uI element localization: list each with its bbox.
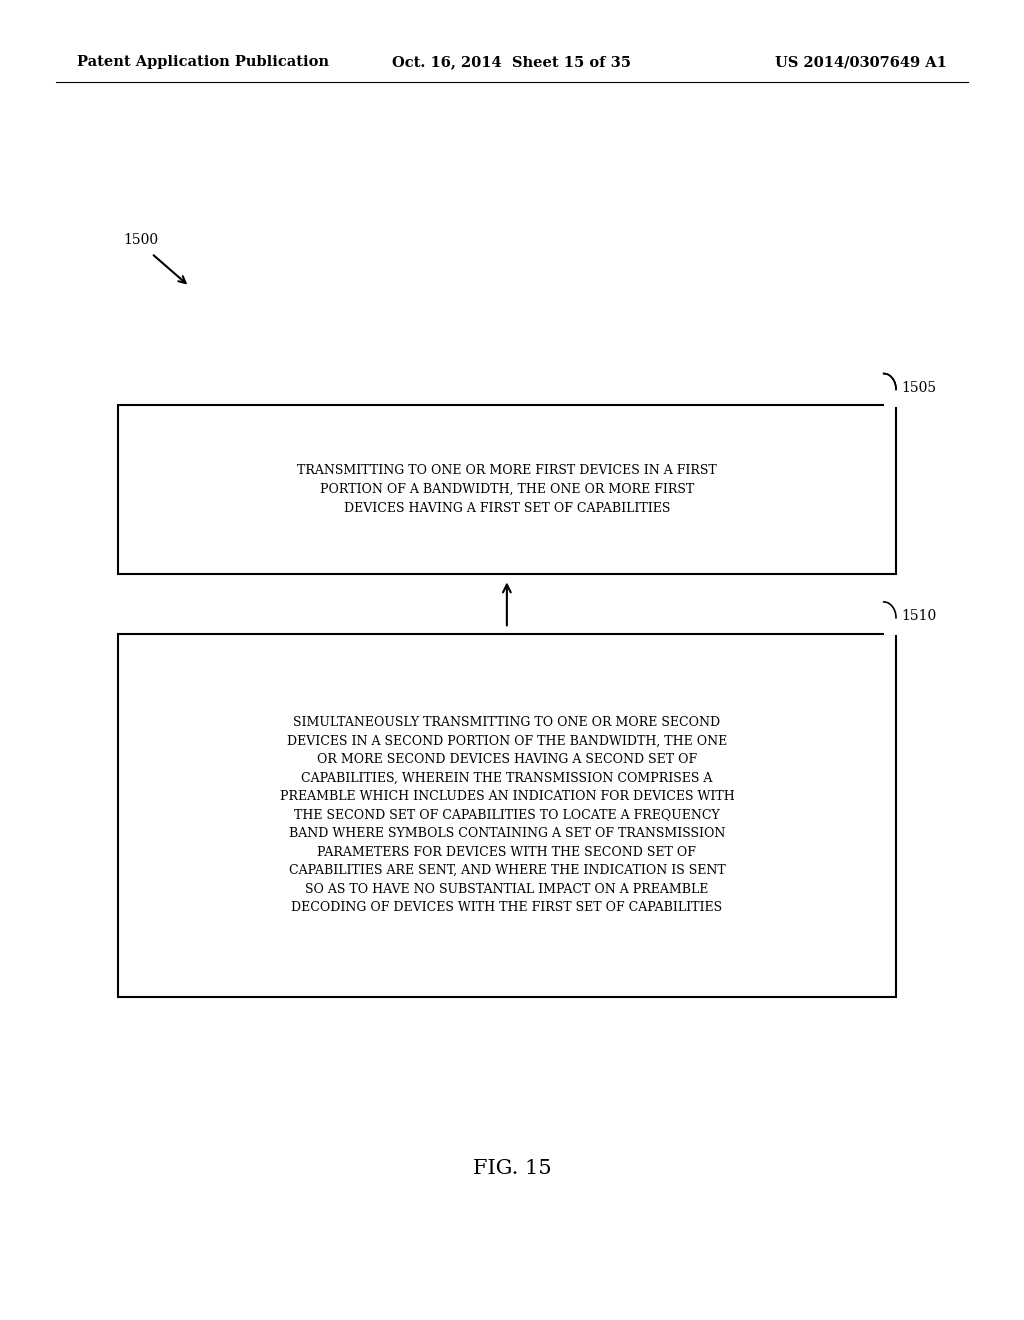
Text: 1505: 1505 xyxy=(901,380,936,395)
Text: FIG. 15: FIG. 15 xyxy=(473,1159,551,1177)
Text: SIMULTANEOUSLY TRANSMITTING TO ONE OR MORE SECOND
DEVICES IN A SECOND PORTION OF: SIMULTANEOUSLY TRANSMITTING TO ONE OR MO… xyxy=(280,715,734,913)
Text: US 2014/0307649 A1: US 2014/0307649 A1 xyxy=(775,55,947,69)
Bar xyxy=(884,378,901,407)
Text: 1510: 1510 xyxy=(901,609,936,623)
Text: Patent Application Publication: Patent Application Publication xyxy=(77,55,329,69)
Bar xyxy=(118,634,896,997)
Text: Oct. 16, 2014  Sheet 15 of 35: Oct. 16, 2014 Sheet 15 of 35 xyxy=(392,55,632,69)
Text: 1500: 1500 xyxy=(123,234,158,247)
Text: TRANSMITTING TO ONE OR MORE FIRST DEVICES IN A FIRST
PORTION OF A BANDWIDTH, THE: TRANSMITTING TO ONE OR MORE FIRST DEVICE… xyxy=(297,465,717,515)
Bar xyxy=(884,606,901,635)
Bar xyxy=(118,405,896,574)
